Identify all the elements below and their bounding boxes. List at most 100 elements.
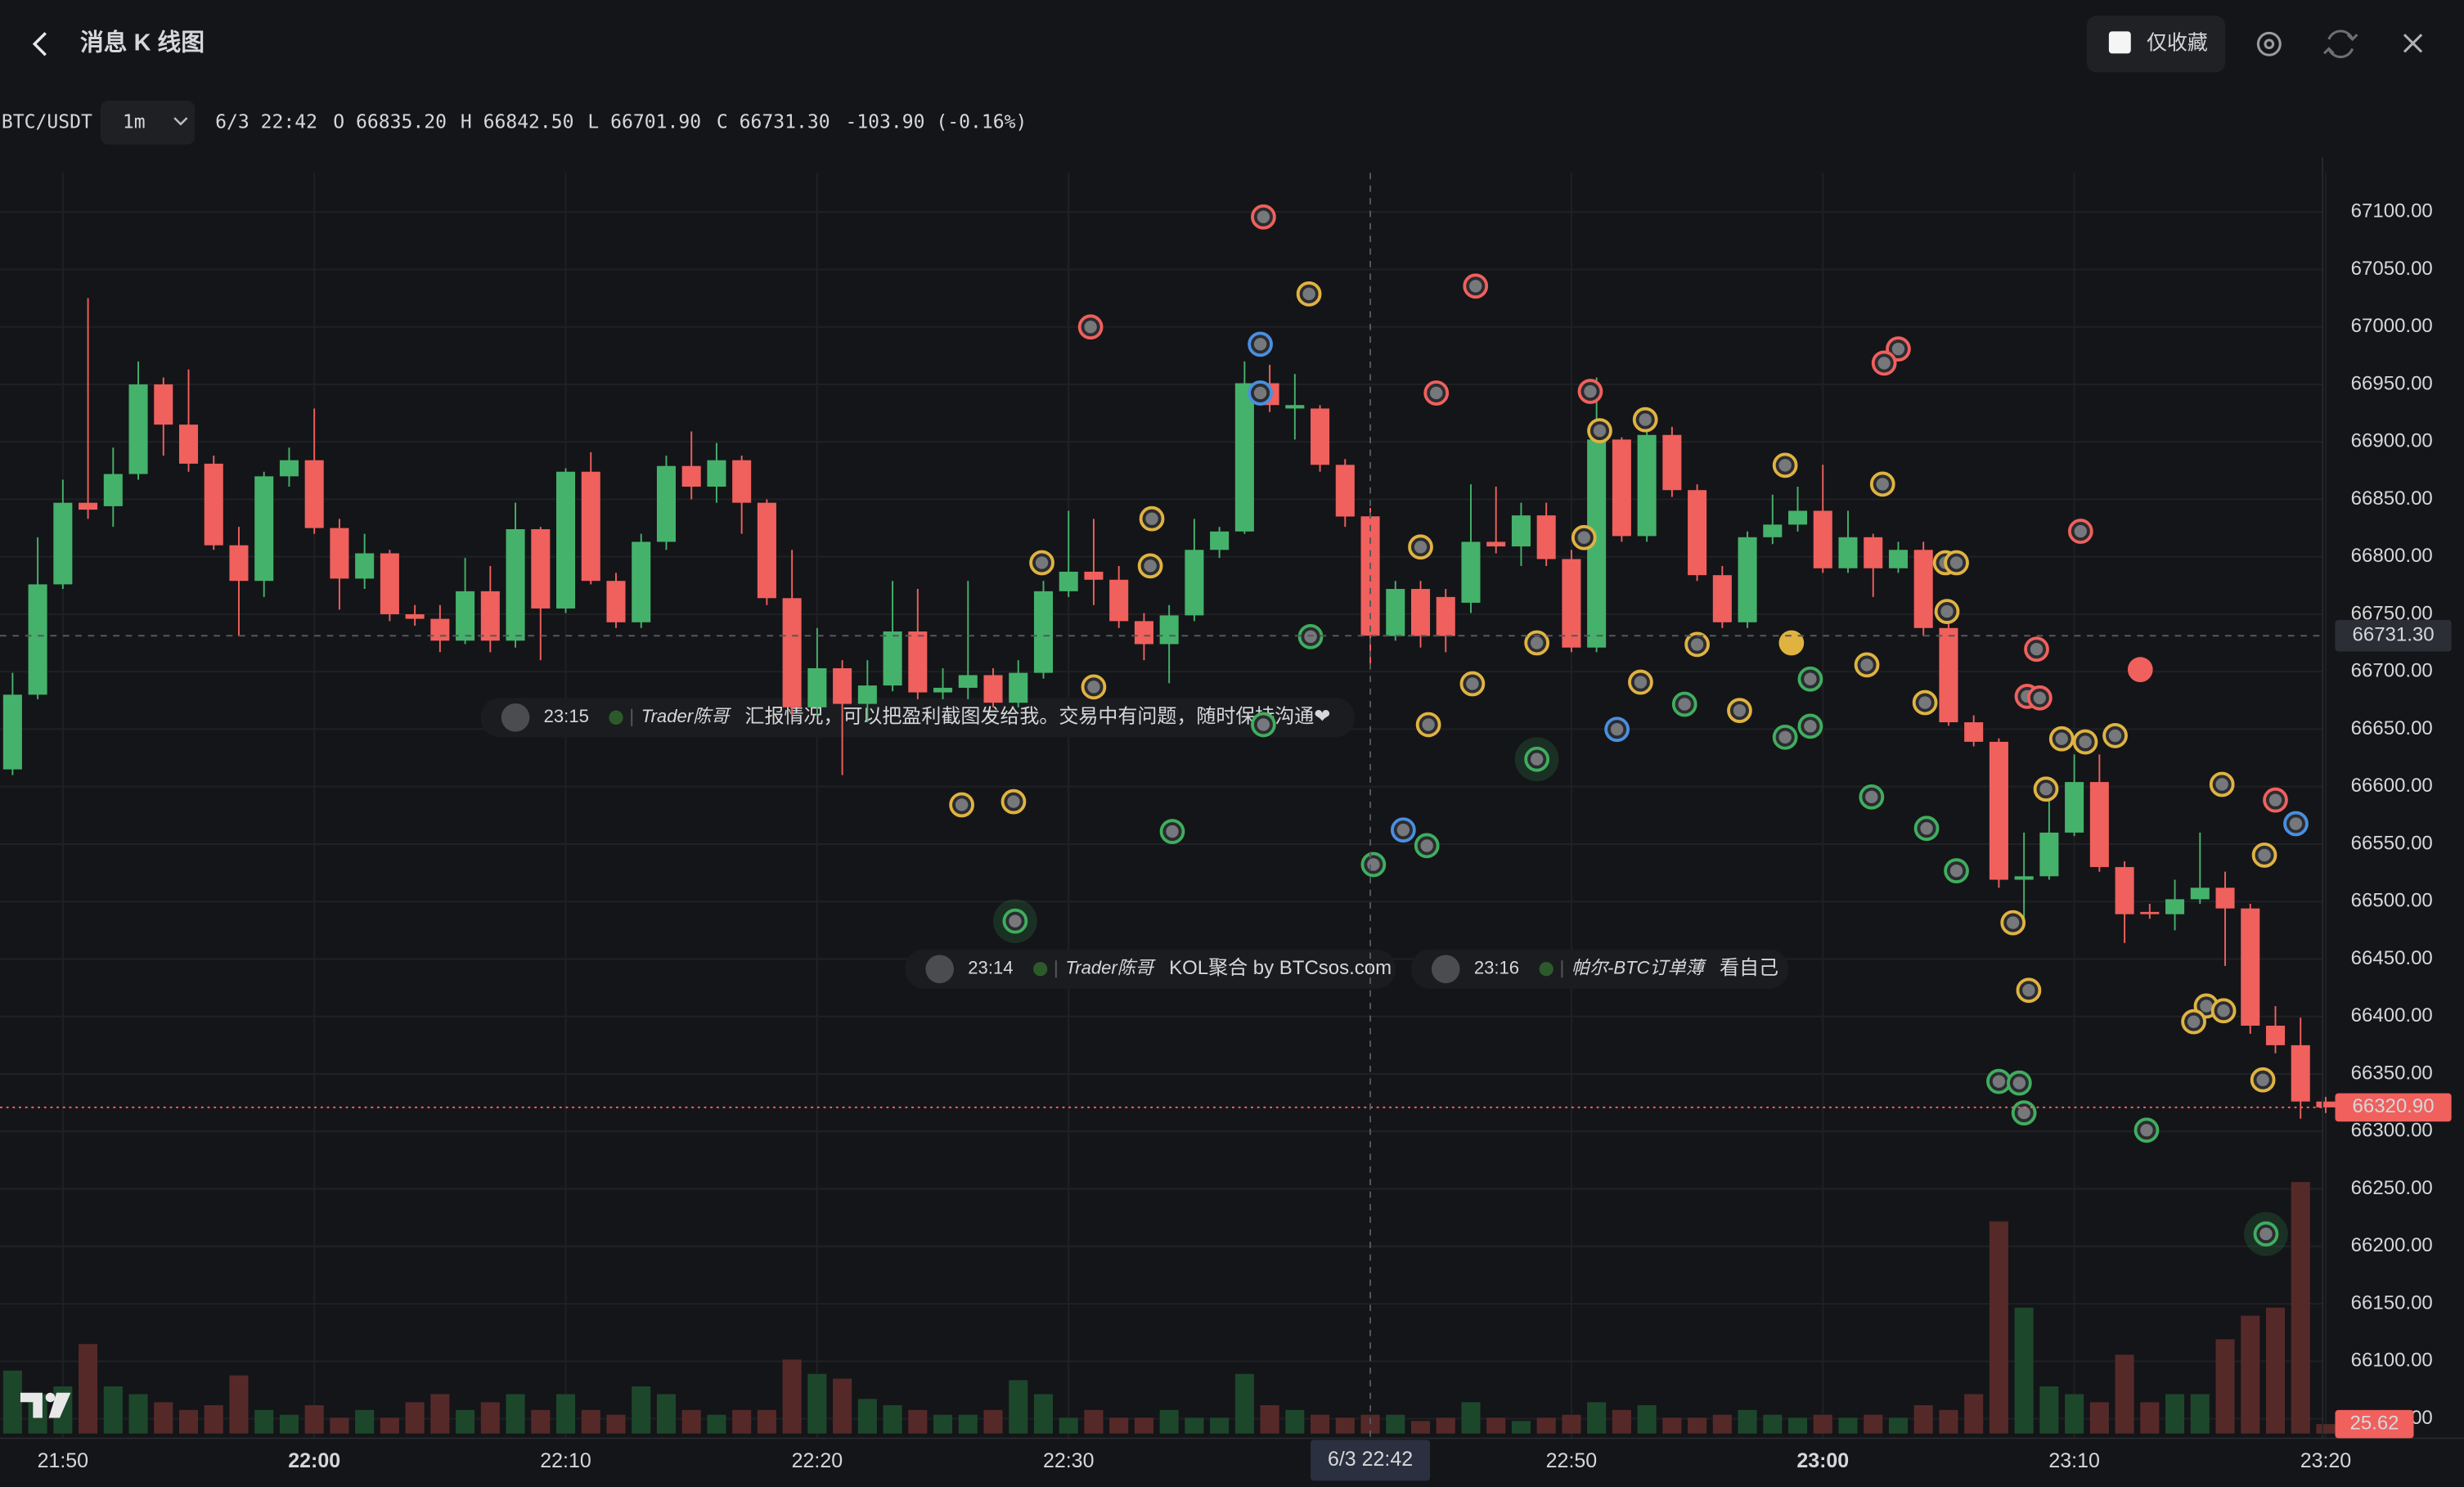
- marker-avatar: [2022, 984, 2035, 997]
- marker-avatar: [2200, 1000, 2213, 1013]
- candle-body: [1210, 531, 1230, 550]
- candle-body: [1059, 571, 1078, 591]
- volume-bar: [2089, 1402, 2109, 1434]
- candle-body: [380, 553, 399, 614]
- candle-body: [632, 541, 651, 622]
- candle-body: [833, 667, 852, 704]
- marker-avatar: [1145, 512, 1158, 525]
- back-button[interactable]: [32, 32, 47, 56]
- candle-body: [1486, 541, 1506, 547]
- x-tick-label: 23:10: [2048, 1449, 2099, 1472]
- marker-avatar: [1396, 824, 1410, 837]
- candle-body: [1536, 515, 1556, 559]
- message-pill: [480, 698, 1355, 738]
- candle-body: [983, 675, 1003, 703]
- marker-avatar: [1466, 677, 1479, 690]
- crosshair-time-label: 6/3 22:42: [1328, 1448, 1413, 1471]
- marker-avatar: [1593, 424, 1607, 438]
- candle-body: [1410, 589, 1431, 636]
- volume-bar: [103, 1386, 123, 1434]
- logo-dot: [45, 1392, 56, 1403]
- volume-bar: [2316, 1424, 2336, 1434]
- refresh-icon[interactable]: [2322, 29, 2358, 59]
- candle-body: [1185, 550, 1204, 616]
- candle-body: [1688, 490, 1707, 576]
- candle-body: [1662, 434, 1682, 491]
- settings-icon[interactable]: [2256, 31, 2282, 56]
- y-tick-label: 66850.00: [2351, 487, 2433, 510]
- last-price-label: 66320.90: [2353, 1095, 2435, 1117]
- volume-bar: [430, 1394, 450, 1434]
- gear-hub: [2264, 38, 2275, 50]
- marker-avatar: [2030, 643, 2044, 656]
- candle-body: [782, 598, 802, 708]
- marker-avatar: [1257, 718, 1270, 731]
- marker-avatar: [2079, 735, 2092, 748]
- volume-bar: [707, 1414, 726, 1434]
- marker-avatar: [1804, 672, 1817, 685]
- volume-bar: [1939, 1409, 1958, 1434]
- last-price-box: [2335, 1093, 2452, 1122]
- volume-bar: [1410, 1421, 1431, 1434]
- candle-body: [2115, 867, 2134, 914]
- volume-bar: [2291, 1182, 2310, 1434]
- checkbox[interactable]: [2108, 31, 2131, 54]
- y-tick-label: 66550.00: [2351, 832, 2433, 854]
- volume-bar: [1109, 1417, 1129, 1434]
- volume-bar: [1033, 1394, 1054, 1434]
- marker-avatar: [1610, 723, 1624, 736]
- favorites-toggle[interactable]: 仅收藏: [2086, 16, 2226, 73]
- message-user: Trader陈哥: [1065, 958, 1155, 978]
- volume-bar: [1210, 1417, 1230, 1434]
- marker-avatar: [1778, 459, 1792, 472]
- volume-bar: [1637, 1404, 1657, 1434]
- volume-bar: [2039, 1386, 2059, 1434]
- volume-label: 25.62: [2349, 1412, 2399, 1434]
- marker-avatar: [1634, 676, 1648, 689]
- candle-body: [1738, 537, 1757, 622]
- marker-avatar: [1639, 413, 1652, 426]
- volume-bar: [681, 1409, 701, 1434]
- candle-body: [581, 471, 600, 582]
- candle-body: [178, 425, 199, 464]
- candle-body: [456, 591, 475, 641]
- message-text: 汇报情况，可以把盈利截图发给我。交易中有问题，随时保持沟通❤: [744, 706, 1330, 728]
- volume-bar: [1311, 1414, 1330, 1434]
- interval-dropdown[interactable]: 1m: [100, 100, 196, 145]
- candle-body: [1612, 439, 1631, 537]
- y-tick-label: 67100.00: [2351, 200, 2433, 222]
- y-tick-label: 66450.00: [2351, 947, 2433, 969]
- y-tick-label: 66700.00: [2351, 660, 2433, 682]
- volume-bar: [304, 1404, 324, 1434]
- volume-bar: [2115, 1354, 2134, 1434]
- volume-pane: [2, 1182, 2336, 1434]
- marker-avatar: [2017, 1106, 2030, 1120]
- avatar: [501, 703, 530, 732]
- volume-bar: [1688, 1417, 1707, 1434]
- marker-avatar: [1257, 210, 1270, 223]
- marker-avatar: [2012, 1076, 2026, 1089]
- marker-avatar: [2074, 524, 2087, 538]
- page-title: 消息 K 线图: [80, 29, 205, 56]
- dropdown-chevron: [173, 117, 188, 126]
- candle-body: [1386, 589, 1405, 636]
- volume-bar: [1009, 1380, 1028, 1434]
- gear-ring: [2256, 31, 2282, 56]
- candle-body: [1234, 383, 1254, 532]
- candle-body: [355, 553, 375, 579]
- message-text: 看自己: [1720, 957, 1778, 979]
- volume-bar: [782, 1359, 802, 1434]
- candle-body: [883, 631, 902, 686]
- candle-body: [556, 471, 576, 609]
- volume-bar: [581, 1409, 600, 1434]
- bar-change: -103.90 (-0.16%): [845, 111, 1027, 133]
- candle-body: [1637, 434, 1657, 537]
- candle-body: [229, 545, 249, 582]
- volume-bar: [1386, 1414, 1405, 1434]
- marker-avatar: [1690, 638, 1704, 651]
- volume-bar: [1712, 1414, 1732, 1434]
- marker-avatar: [2055, 732, 2068, 745]
- close-button[interactable]: [2403, 34, 2423, 53]
- candle-body: [480, 591, 500, 641]
